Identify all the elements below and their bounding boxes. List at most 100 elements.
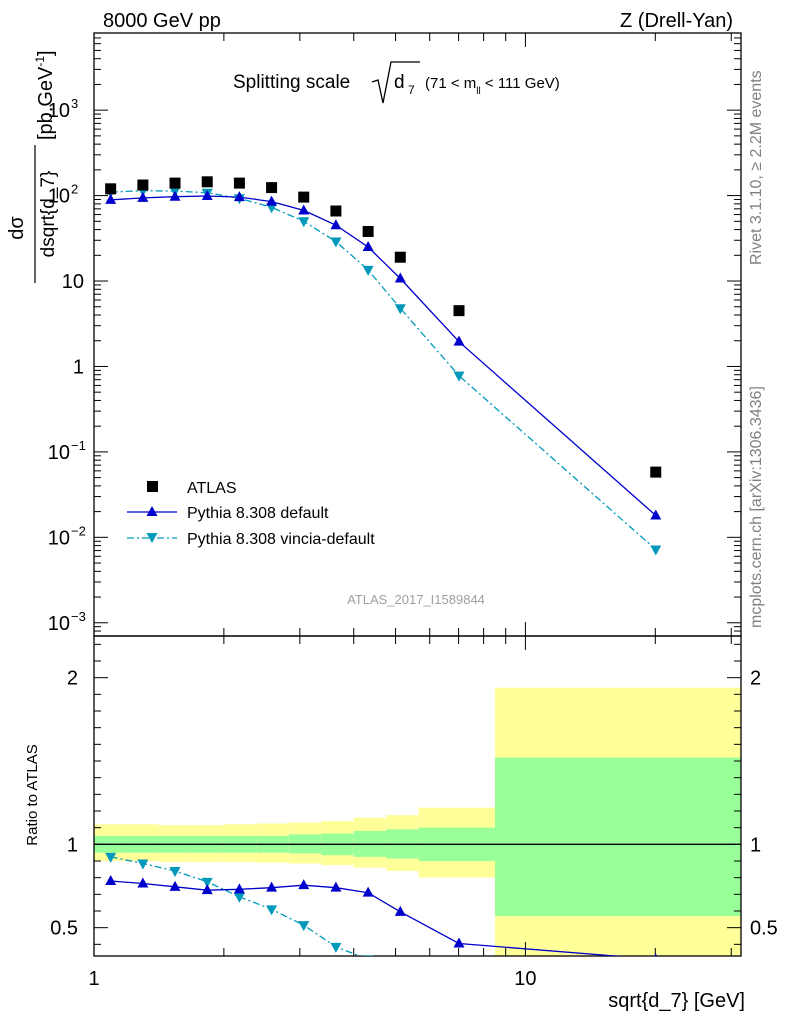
atlas-point — [201, 176, 213, 188]
ratio-default-point — [362, 886, 374, 897]
ratio-default-point — [233, 883, 245, 894]
ratio-default-point — [298, 879, 310, 890]
vincia-point — [453, 371, 465, 382]
legend-default-marker — [146, 506, 158, 516]
atlas-point — [650, 466, 662, 478]
y-tick-label-main-1: 10 — [62, 271, 84, 293]
legend-atlas-marker — [147, 481, 158, 492]
ratio-default-point — [137, 877, 149, 888]
default-point — [362, 241, 374, 252]
x-tick-label-1: 1 — [88, 968, 99, 990]
default-point — [394, 272, 406, 283]
x-tick-label-10: 10 — [514, 968, 536, 990]
ratio-vincia-point — [233, 892, 245, 903]
y-tick-label-sup-2: 2 — [71, 182, 78, 197]
vincia-point — [298, 217, 310, 228]
default-point — [266, 195, 278, 206]
mcplots-reference: mcplots.cern.ch [arXiv:1306.3436] — [748, 386, 765, 628]
y-tick-label-ratio-right-0.5: 0.5 — [750, 918, 778, 940]
ratio-default-point — [201, 884, 213, 895]
ylabel-units: [pb,GeV-1] — [33, 50, 57, 140]
ratio-vincia-point — [137, 859, 149, 870]
ratio-default-point — [654, 953, 658, 956]
ratio-default-point — [394, 905, 406, 916]
vincia-point — [362, 265, 374, 276]
legend-default-label: Pythia 8.308 default — [187, 505, 329, 522]
default-point — [330, 219, 342, 230]
legend-vincia-label: Pythia 8.308 vincia-default — [187, 531, 375, 548]
default-point — [201, 189, 213, 200]
ratio-default-line — [110, 880, 623, 956]
ratio-vincia-point — [201, 877, 213, 888]
ylabel-numerator: dσ — [6, 216, 28, 240]
xlabel: sqrt{d_7} [GeV] — [608, 990, 745, 1012]
default-line — [110, 195, 657, 516]
legend: ATLAS Pythia 8.308 default Pythia 8.308 … — [127, 480, 375, 548]
default-point — [233, 191, 245, 202]
ratio-vincia-point — [298, 921, 310, 932]
title-symbol: d — [394, 72, 405, 93]
atlas-point — [137, 179, 149, 191]
ratio-vincia-point — [266, 905, 278, 916]
rivet-version: Rivet 3.1.10, ≥ 2.2M events — [748, 70, 765, 265]
ratio-default-point — [105, 875, 117, 885]
ratio-vincia-point — [169, 867, 181, 877]
main-series-layer — [105, 176, 662, 556]
y-tick-label-main--3: 10 — [48, 613, 70, 635]
atlas-point — [453, 305, 465, 317]
ylabel-main: dσ dsqrt{d_7} [pb,GeV-1] — [6, 50, 59, 283]
y-tick-label-ratio-left-1: 1 — [67, 834, 78, 856]
band-inner-11 — [494, 757, 741, 916]
analysis-id: ATLAS_2017_I1589844 — [347, 592, 485, 607]
y-tick-label-main-3: 10 — [48, 100, 70, 122]
default-point — [650, 509, 662, 520]
sqrt-symbol-icon — [371, 61, 420, 104]
legend-vincia-marker — [146, 533, 158, 543]
y-tick-label-main--2: 10 — [48, 527, 70, 549]
atlas-point — [233, 177, 245, 189]
ratio-plot-frame — [93, 635, 742, 957]
atlas-point — [105, 183, 117, 195]
default-point — [169, 190, 181, 201]
atlas-point — [266, 182, 278, 194]
ratio-vincia-point — [395, 965, 406, 975]
y-tick-label-ratio-left-0.5: 0.5 — [50, 918, 78, 940]
y-tick-label-sup--2: −2 — [71, 523, 86, 538]
default-point — [137, 191, 149, 202]
ratio-vincia-line — [110, 856, 362, 956]
atlas-point — [362, 225, 374, 237]
title-range: (71 < mll < 111 GeV) — [425, 75, 560, 97]
title-subscript: 7 — [408, 83, 415, 97]
y-tick-label-sup--3: −3 — [71, 609, 86, 624]
default-point — [298, 204, 310, 215]
ratio-vincia-point — [330, 942, 342, 953]
vincia-point — [394, 304, 406, 315]
atlas-point — [394, 251, 406, 263]
y-tick-label-ratio-left-2: 2 — [67, 668, 78, 690]
ratio-vincia-point — [362, 955, 374, 956]
vincia-line — [110, 190, 657, 550]
default-point — [453, 335, 465, 346]
ratio-default-point — [453, 937, 465, 948]
plot-title: Splitting scale — [233, 72, 350, 93]
ylabel-ratio: Ratio to ATLAS — [24, 744, 41, 845]
y-tick-label-main-2: 10 — [48, 186, 70, 208]
atlas-point — [330, 205, 342, 217]
header-right: Z (Drell-Yan) — [620, 10, 733, 32]
ratio-default-point — [330, 881, 342, 892]
legend-atlas-label: ATLAS — [187, 480, 237, 497]
ratio-vincia-point — [105, 852, 117, 863]
y-tick-label-sup--1: −1 — [71, 438, 86, 453]
ratio-default-point — [169, 880, 181, 891]
ratio-default-point — [266, 881, 278, 892]
vincia-point — [266, 203, 278, 214]
vincia-point — [650, 545, 662, 556]
ratio-uncertainty-bands — [94, 687, 741, 956]
default-point — [105, 193, 117, 204]
vincia-point — [330, 237, 342, 248]
ratio-series-layer — [105, 852, 658, 975]
header-left: 8000 GeV pp — [103, 10, 221, 32]
y-tick-label-sup-3: 3 — [71, 96, 78, 111]
